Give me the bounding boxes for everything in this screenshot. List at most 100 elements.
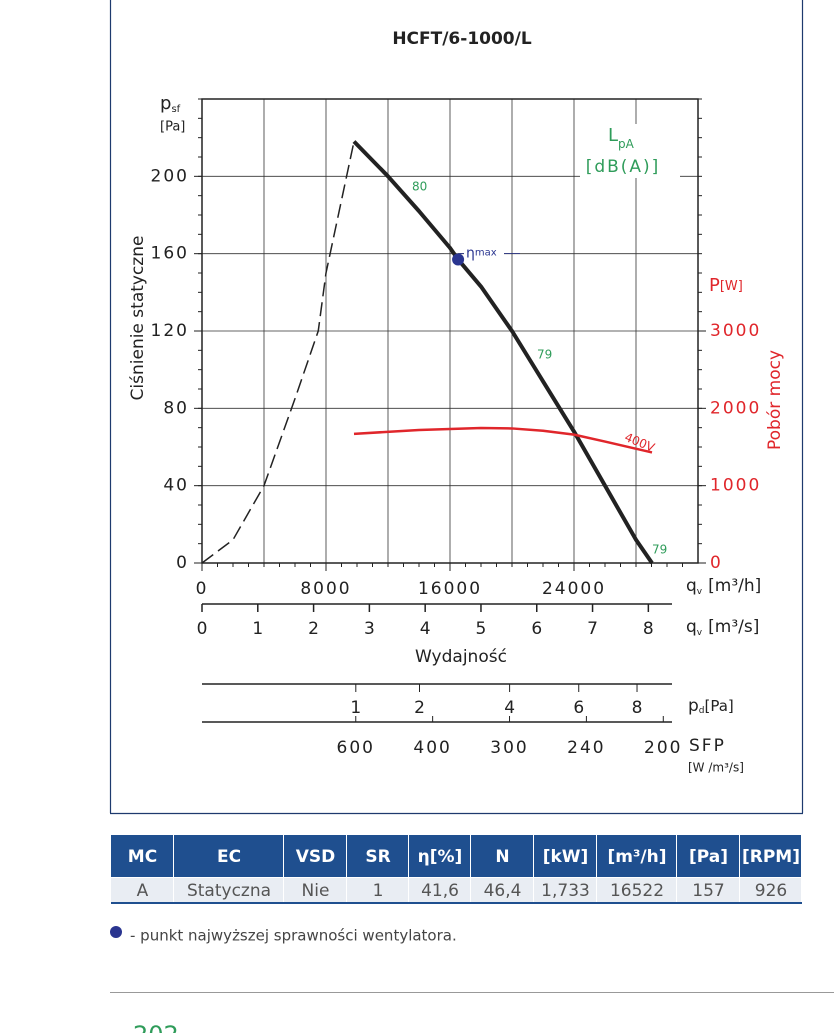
table-cell-text: Nie	[302, 881, 330, 901]
x2-tick-label: 1	[252, 619, 263, 639]
x-axis-title: Wydajność	[415, 647, 507, 667]
pd-tick-label: 6	[573, 698, 584, 718]
legend-box	[580, 124, 680, 178]
text-part: p	[160, 93, 171, 114]
y-symbol: psf	[160, 93, 181, 115]
y-tick-label: 200	[151, 166, 189, 186]
table-cell	[347, 878, 408, 902]
table-cell	[174, 878, 283, 902]
x-tick-label: 24000	[542, 579, 606, 599]
table-cell	[111, 878, 173, 902]
table-header: η[%]	[418, 847, 463, 867]
y-axis-title: Ciśnienie statyczne	[128, 236, 148, 401]
x-tick-label: 0	[196, 579, 209, 599]
x2-tick-label: 0	[197, 619, 208, 639]
text-part: [m³/h]	[708, 576, 761, 596]
eta-point	[452, 253, 465, 266]
table-cell-text: 16522	[610, 881, 664, 901]
x2-tick-label: 4	[420, 619, 431, 639]
table-cell-text: Statyczna	[187, 881, 271, 901]
y2-tick-label: 1000	[710, 476, 761, 496]
table-header-cell	[534, 835, 596, 877]
table-header-cell	[597, 835, 676, 877]
text-part: sf	[171, 104, 180, 115]
y2-tick-label: 0	[710, 553, 723, 573]
table-header: SR	[365, 847, 390, 867]
text-part: [m³/s]	[708, 617, 759, 637]
pd-tick-label: 8	[632, 698, 643, 718]
x-tick-label: 8000	[300, 579, 351, 599]
table-header-cell	[111, 835, 173, 877]
text-part: q	[686, 576, 697, 596]
pd-tick-label: 1	[350, 698, 361, 718]
y-tick-label: 80	[163, 398, 189, 418]
y-tick-label: 120	[151, 321, 189, 341]
y-tick-label: 160	[151, 244, 189, 264]
x2-tick-label: 7	[587, 619, 598, 639]
table-cell-text: 1	[373, 881, 384, 901]
table-cell	[740, 878, 801, 902]
curve-annotation: 79	[537, 348, 552, 362]
text-part: η	[466, 245, 475, 261]
table-cell	[409, 878, 470, 902]
table-header-cell	[740, 835, 801, 877]
table-header-cell	[471, 835, 533, 877]
sfp-unit: [W /m³/s]	[688, 761, 744, 775]
sfp-tick-label: 600	[337, 738, 375, 758]
sfp-tick-label: 300	[490, 738, 528, 758]
text-part: v	[697, 587, 703, 597]
x-unit: qv [m³/s]	[686, 617, 759, 638]
y2-tick-label: 2000	[710, 398, 761, 418]
table-header-cell	[174, 835, 283, 877]
text-part: d	[699, 706, 705, 716]
table-header: VSD	[296, 847, 336, 867]
x-tick-label: 16000	[418, 579, 482, 599]
curve	[353, 426, 653, 454]
table-header-cell	[677, 835, 739, 877]
sfp-tick-label: 240	[567, 738, 605, 758]
curve	[352, 140, 654, 565]
table-header: [m³/h]	[607, 847, 666, 867]
footnote: - punkt najwyższej sprawności wentylator…	[130, 927, 457, 945]
legend-symbol: LpA	[608, 125, 635, 151]
table-header-cell	[284, 835, 346, 877]
table-cell	[534, 878, 596, 902]
sfp-tick-label: 400	[413, 738, 451, 758]
page-number: 202	[133, 1021, 179, 1033]
text-part: [Pa]	[705, 697, 734, 715]
y2-tick-label: 3000	[710, 321, 761, 341]
table-header: MC	[128, 847, 157, 867]
y-unit: [Pa]	[160, 120, 185, 135]
curve-annotation: 400V	[623, 430, 658, 455]
chart-title: HCFT/6-1000/L	[392, 29, 532, 49]
pd-tick-label: 4	[504, 698, 515, 718]
table-header: [RPM]	[742, 847, 800, 867]
table-header: [kW]	[543, 847, 589, 867]
text-part: pA	[618, 137, 635, 151]
y-tick-label: 40	[163, 476, 189, 496]
y2-axis-title: Pobór mocy	[765, 350, 785, 450]
table-header: N	[495, 847, 509, 867]
y2-symbol: P[W]	[709, 275, 743, 296]
table-header: [Pa]	[689, 847, 728, 867]
table-cell	[597, 878, 676, 902]
sfp-tick-label: 200	[644, 738, 682, 758]
curve-annotation: 80	[412, 180, 427, 194]
footnote-dot	[110, 926, 122, 938]
text-part: v	[697, 628, 703, 638]
table-header-cell	[347, 835, 408, 877]
curve-annotation: 79	[652, 543, 667, 557]
eta-bg	[464, 245, 504, 262]
table-cell-text: 41,6	[421, 881, 459, 901]
x2-tick-label: 2	[308, 619, 319, 639]
legend-unit: [dB(A)]	[586, 157, 661, 177]
x-unit: qv [m³/h]	[686, 576, 761, 597]
text-part: max	[475, 247, 497, 258]
x2-tick-label: 6	[531, 619, 542, 639]
x2-tick-label: 8	[643, 619, 654, 639]
table-cell-text: A	[137, 881, 149, 901]
y-tick-label: 0	[176, 553, 189, 573]
sfp-label: SFP	[689, 736, 726, 756]
text-part: q	[686, 617, 697, 637]
